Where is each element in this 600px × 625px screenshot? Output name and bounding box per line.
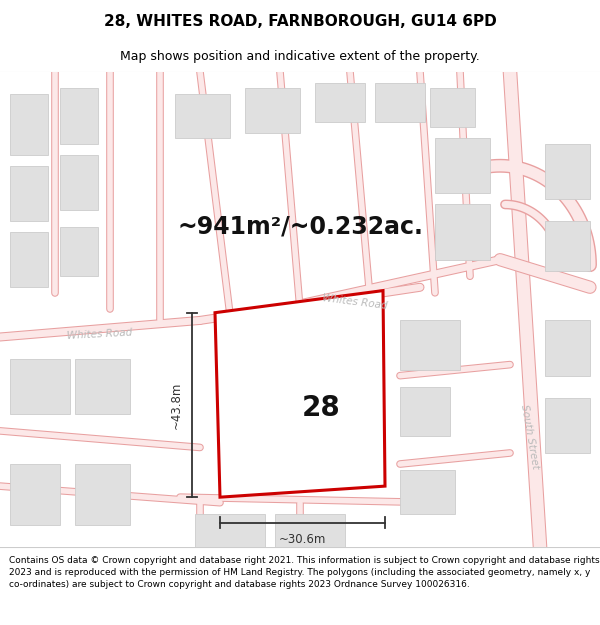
Polygon shape	[400, 321, 460, 370]
Text: South Street: South Street	[520, 403, 541, 469]
Text: ~43.8m: ~43.8m	[170, 381, 182, 429]
Text: 28, WHITES ROAD, FARNBOROUGH, GU14 6PD: 28, WHITES ROAD, FARNBOROUGH, GU14 6PD	[104, 14, 496, 29]
Polygon shape	[295, 359, 355, 414]
Polygon shape	[60, 226, 98, 276]
Text: Whites Road: Whites Road	[322, 292, 388, 311]
Polygon shape	[275, 514, 345, 547]
Polygon shape	[195, 514, 265, 547]
Polygon shape	[75, 464, 130, 525]
Text: Whites Road: Whites Road	[67, 328, 133, 341]
Polygon shape	[60, 89, 98, 144]
Polygon shape	[545, 144, 590, 199]
Polygon shape	[10, 464, 60, 525]
Polygon shape	[10, 232, 48, 288]
Polygon shape	[400, 387, 450, 436]
Polygon shape	[435, 204, 490, 259]
Polygon shape	[435, 138, 490, 193]
Polygon shape	[400, 469, 455, 514]
Polygon shape	[175, 94, 230, 138]
Polygon shape	[545, 321, 590, 376]
Polygon shape	[430, 89, 475, 127]
Polygon shape	[375, 83, 425, 122]
Polygon shape	[75, 359, 130, 414]
Text: Map shows position and indicative extent of the property.: Map shows position and indicative extent…	[120, 49, 480, 62]
Polygon shape	[545, 221, 590, 271]
Polygon shape	[315, 83, 365, 122]
Text: Contains OS data © Crown copyright and database right 2021. This information is : Contains OS data © Crown copyright and d…	[9, 556, 599, 589]
Text: ~941m²/~0.232ac.: ~941m²/~0.232ac.	[177, 214, 423, 239]
Text: ~30.6m: ~30.6m	[279, 532, 326, 546]
Polygon shape	[245, 89, 300, 132]
Polygon shape	[10, 94, 48, 155]
Polygon shape	[60, 155, 98, 210]
Polygon shape	[545, 398, 590, 453]
Polygon shape	[215, 291, 385, 497]
Polygon shape	[10, 359, 70, 414]
Polygon shape	[10, 166, 48, 221]
Text: 28: 28	[301, 394, 340, 422]
